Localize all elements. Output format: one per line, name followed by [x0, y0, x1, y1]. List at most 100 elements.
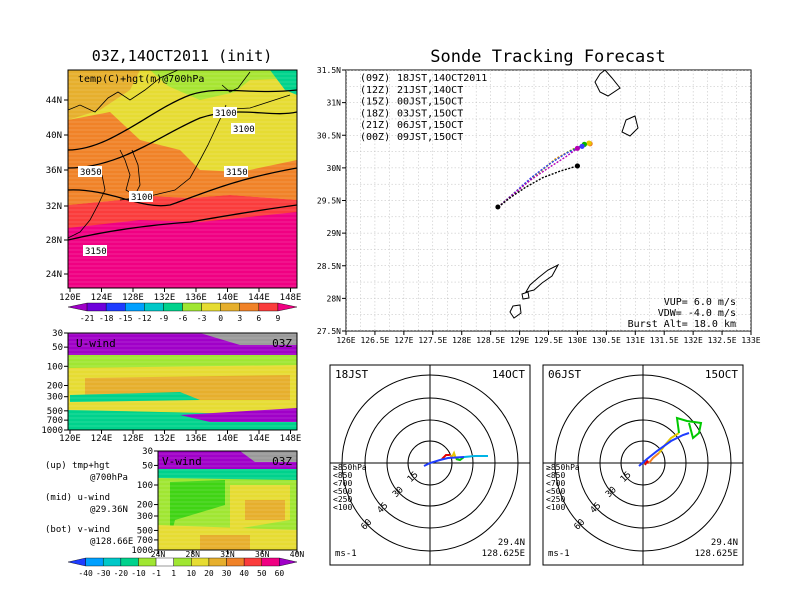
- hodograph-trace: [423, 456, 465, 467]
- colorbar-swatch: [138, 557, 157, 567]
- legend-code: (09Z): [360, 73, 390, 84]
- sonde-panel: Sonde Tracking Forecast (09Z) 18JST,14OCT…: [317, 47, 761, 345]
- lon-tick-label: 128E: [122, 293, 144, 303]
- hodograph-legend-item: <100: [333, 503, 352, 512]
- colorbar-label: -20: [114, 569, 129, 578]
- colorbar-swatch: [155, 557, 174, 567]
- lat-tick-label: 44N: [46, 96, 62, 106]
- pressure-tick-label: 700: [137, 536, 153, 546]
- temp-field: [68, 70, 297, 288]
- wind-colorbar: -40 -30 -20 -10 -1 1 10 20 30 40 50 60: [67, 557, 298, 578]
- lat-tick-label: 32N: [220, 550, 235, 559]
- lon-tick-label: 130E: [568, 336, 587, 345]
- lon-tick-label: 136E: [185, 293, 207, 303]
- hodograph-legend-item: <850: [546, 471, 565, 480]
- sonde-track-line: [497, 165, 578, 208]
- hodograph-legend-item: ≥850hPa: [333, 463, 367, 472]
- colorbar-swatch: [86, 302, 107, 312]
- lat-tick-label: 40N: [290, 550, 305, 559]
- panel-legend-text: (up) tmp+hgt @700hPa (mid) u-wind @29.36…: [45, 461, 133, 547]
- colorbar-swatch: [191, 557, 210, 567]
- lon-tick-label: 136E: [185, 434, 207, 444]
- lon-tick-label: 148E: [280, 434, 302, 444]
- colorbar-label: 0: [218, 314, 223, 323]
- sonde-burst-point: [574, 163, 581, 169]
- colorbar-label: -1: [151, 569, 161, 578]
- sonde-burst-point: [586, 140, 592, 146]
- hodograph-trace: [648, 452, 660, 464]
- hodograph-trace: [675, 416, 703, 440]
- lat-tick-label: 36N: [255, 550, 270, 559]
- sonde-lat-ticks: 31.5N 31N 30.5N 30N 29.5N 29N 28.5N 28N 27.5N: [317, 66, 346, 336]
- legend-line: (bot) v-wind: [45, 525, 110, 535]
- lat-tick-label: 28N: [46, 236, 62, 246]
- colorbar-label: -12: [137, 314, 152, 323]
- colorbar-swatch: [261, 557, 280, 567]
- pressure-tick-label: 200: [47, 381, 63, 391]
- hodograph-trace: [658, 432, 680, 454]
- lat-tick-label: 29.5N: [317, 197, 341, 206]
- colorbar-label: -18: [99, 314, 114, 323]
- lat-tick-label: 31.5N: [317, 66, 341, 75]
- sonde-burst-point: [574, 145, 581, 151]
- lon-tick-label: 128E: [452, 336, 471, 345]
- pressure-tick-label: 100: [137, 481, 153, 491]
- colorbar-swatch: [144, 302, 164, 312]
- lat-tick-label: 31N: [327, 99, 342, 108]
- v-wind-field: [158, 451, 297, 550]
- lat-tick-label: 30.5N: [317, 131, 341, 140]
- temp-map-panel: 03Z,14OCT2011 (init) temp(C)+hgt(m)@700h: [46, 47, 302, 303]
- sonde-tracks: [495, 140, 593, 210]
- lon-tick-label: 132.5E: [708, 336, 737, 345]
- colorbar-label: 20: [204, 569, 214, 578]
- lon-tick-label: 128E: [122, 434, 144, 444]
- colorbar-label: -21: [80, 314, 95, 323]
- lon-tick-label: 126E: [336, 336, 355, 345]
- lon-tick-label: 148E: [280, 293, 302, 303]
- colorbar-label: -30: [96, 569, 111, 578]
- lon-tick-label: 120E: [59, 434, 81, 444]
- lon-tick-label: 128.5E: [476, 336, 505, 345]
- sonde-burst-point: [579, 143, 585, 149]
- lat-tick-label: 30N: [327, 164, 342, 173]
- pressure-tick-label: 50: [52, 343, 63, 353]
- lon-tick-label: 130.5E: [592, 336, 621, 345]
- temp-map-title: 03Z,14OCT2011 (init): [92, 47, 273, 65]
- hodograph-legend-item: <850: [333, 471, 352, 480]
- contour-label: 3150: [85, 247, 107, 257]
- lon-tick-label: 129.5E: [534, 336, 563, 345]
- hodograph-unit: ms-1: [335, 549, 357, 559]
- v-wind-lat-ticks: 24N 28N 32N 36N 40N: [151, 550, 305, 559]
- legend-code: (12Z): [360, 85, 390, 96]
- v-wind-time: 03Z: [272, 455, 292, 468]
- temp-map-frame: [67, 69, 298, 289]
- u-wind-frame: [67, 332, 298, 431]
- lat-tick-label: 27.5N: [317, 327, 341, 336]
- sonde-lon-ticks: 126E 126.5E 127E 127.5E 128E 128.5E 129E 129.5E…: [336, 331, 761, 345]
- sonde-track-line: [497, 147, 578, 208]
- pressure-tick-label: 500: [137, 526, 153, 536]
- colorbar-label: 6: [256, 314, 261, 323]
- hodograph-legend-item: ≥850hPa: [546, 463, 580, 472]
- temp-colorbar: -21 -18 -15 -12 -9 -6 -3 0 3 6 9: [67, 302, 298, 323]
- colorbar-label: 1: [171, 569, 176, 578]
- colorbar-swatch: [67, 302, 88, 312]
- contour-label: 3050: [80, 168, 102, 178]
- hodograph-time: 18JST: [335, 368, 368, 381]
- pressure-tick-label: 30: [142, 447, 153, 457]
- contour-label: 3100: [131, 193, 153, 203]
- colorbar-swatch: [208, 557, 227, 567]
- contour-label: 3100: [233, 125, 255, 135]
- colorbar-swatch: [105, 302, 126, 312]
- colorbar-label: 9: [276, 314, 281, 323]
- pressure-tick-label: 100: [47, 362, 63, 372]
- hodograph-date: 15OCT: [705, 368, 738, 381]
- lon-tick-label: 132E: [684, 336, 703, 345]
- colorbar-swatch: [125, 302, 145, 312]
- hodograph-trace: [463, 455, 488, 458]
- legend-line: @700hPa: [90, 473, 128, 483]
- colorbar-swatch: [226, 557, 245, 567]
